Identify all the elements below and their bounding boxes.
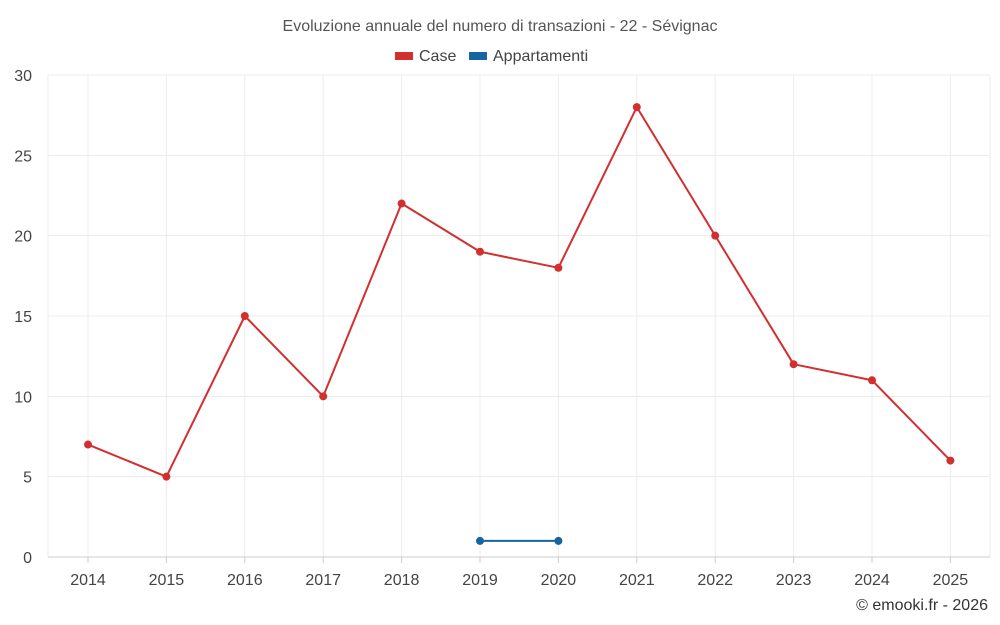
- data-point-appartamenti[interactable]: [476, 536, 484, 545]
- data-point-case[interactable]: [240, 312, 249, 320]
- y-tick-label: 15: [14, 309, 32, 326]
- data-point-appartamenti[interactable]: [554, 536, 563, 545]
- y-tick-label: 5: [23, 470, 32, 487]
- data-point-case[interactable]: [711, 231, 720, 240]
- legend-label-appartamenti: Appartamenti: [493, 48, 588, 65]
- x-tick-label: 2019: [462, 572, 498, 589]
- chart-title: Evoluzione annuale del numero di transaz…: [283, 18, 718, 35]
- data-point-case[interactable]: [397, 199, 406, 208]
- data-point-case[interactable]: [789, 360, 798, 369]
- data-point-case[interactable]: [946, 456, 955, 465]
- x-tick-label: 2023: [776, 572, 812, 589]
- x-tick-label: 2022: [697, 572, 733, 589]
- data-point-case[interactable]: [84, 440, 92, 449]
- x-tick-label: 2017: [305, 572, 341, 589]
- x-tick-label: 2020: [541, 572, 577, 589]
- y-tick-label: 30: [14, 68, 32, 85]
- y-tick-label: 20: [14, 229, 32, 246]
- data-point-case[interactable]: [319, 392, 328, 401]
- x-tick-label: 2018: [384, 572, 420, 589]
- data-point-case[interactable]: [162, 472, 171, 481]
- series-appartamenti: [476, 536, 563, 545]
- data-point-case[interactable]: [868, 376, 876, 385]
- x-tick-label: 2014: [70, 572, 106, 589]
- legend[interactable]: Case Appartamenti: [395, 48, 588, 65]
- y-tick-label: 25: [14, 148, 32, 165]
- y-tick-label: 0: [23, 550, 32, 567]
- x-tick-label: 2015: [149, 572, 185, 589]
- y-tick-label: 10: [14, 389, 32, 406]
- series: [84, 103, 955, 545]
- data-point-case[interactable]: [476, 247, 484, 256]
- legend-swatch-appartamenti: [469, 52, 487, 60]
- credit-text: © emooki.fr - 2026: [856, 597, 988, 614]
- x-tick-label: 2024: [854, 572, 890, 589]
- series-line-case: [87, 106, 952, 478]
- x-tick-label: 2025: [933, 572, 969, 589]
- data-point-case[interactable]: [554, 263, 563, 272]
- x-tick-label: 2021: [619, 572, 655, 589]
- x-tick-label: 2016: [227, 572, 263, 589]
- legend-swatch-case: [395, 52, 413, 60]
- grid: [47, 74, 991, 557]
- series-case: [84, 103, 955, 481]
- data-point-case[interactable]: [632, 103, 641, 112]
- legend-label-case: Case: [419, 48, 456, 65]
